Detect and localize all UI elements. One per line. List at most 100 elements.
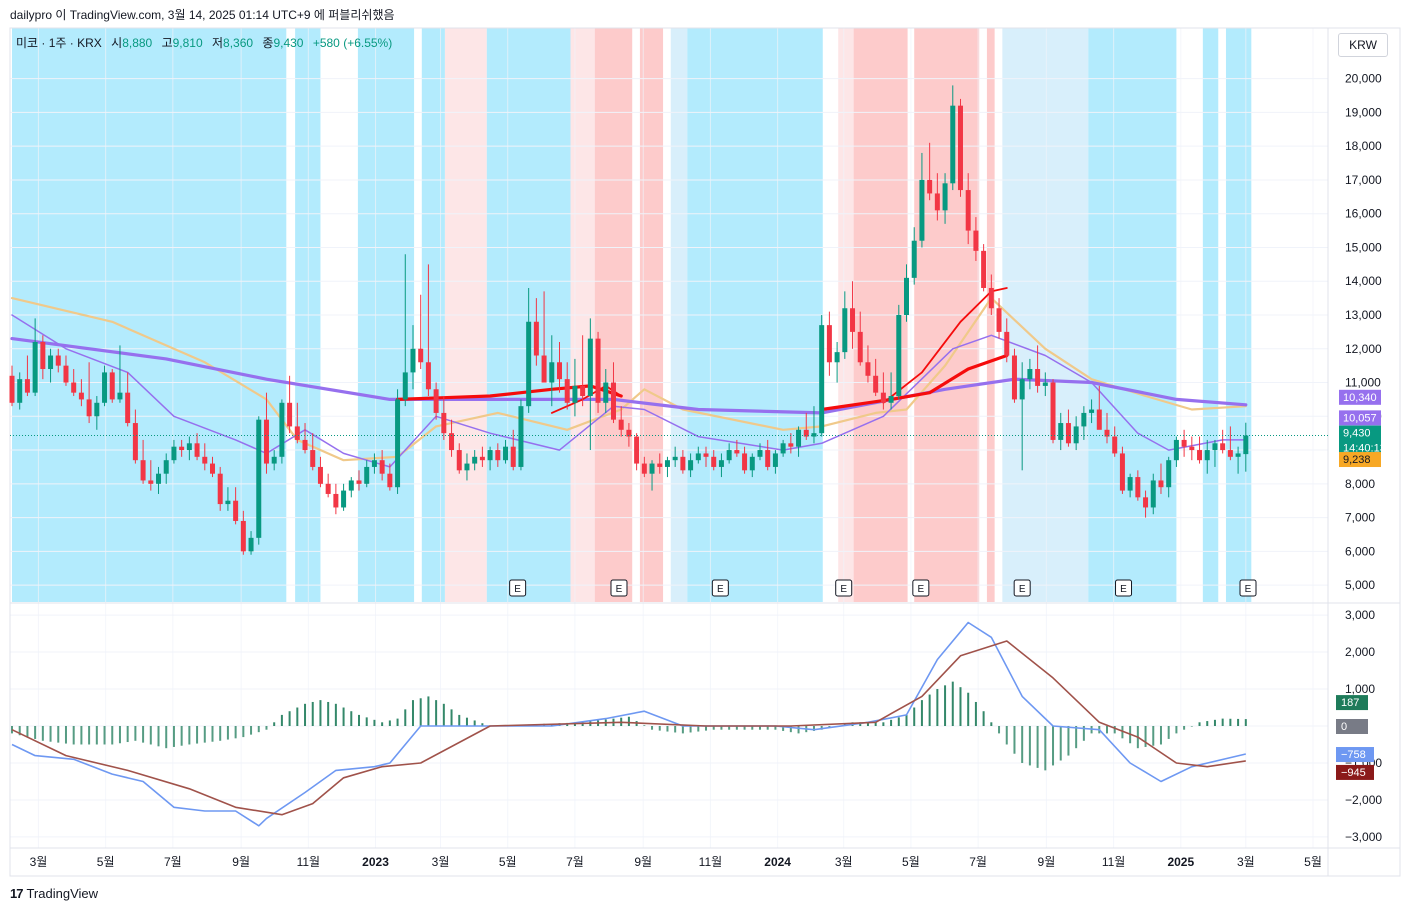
price-badge-bg xyxy=(1339,425,1381,456)
time-tick-label: 3월 xyxy=(835,855,853,869)
candle xyxy=(1019,362,1025,471)
price-badge-value: 10,057 xyxy=(1343,412,1377,424)
candle xyxy=(456,443,462,474)
candle xyxy=(850,281,856,349)
candle xyxy=(973,217,979,261)
currency-button[interactable]: KRW xyxy=(1338,33,1388,57)
candle-body xyxy=(1112,436,1118,454)
candle xyxy=(919,152,925,248)
candle-body xyxy=(55,355,61,366)
macd-histogram-bar xyxy=(720,726,723,730)
macd-histogram-bar xyxy=(874,722,877,726)
macd-histogram-bar xyxy=(419,698,422,726)
candle xyxy=(1119,446,1125,494)
candle-body xyxy=(148,480,154,484)
candle xyxy=(356,470,362,491)
candle-body xyxy=(479,456,485,461)
candle xyxy=(904,264,910,322)
time-tick-label: 5월 xyxy=(97,855,115,869)
macd-histogram-bar xyxy=(974,701,977,726)
earnings-marker: E xyxy=(610,579,628,597)
candle-body xyxy=(742,453,748,471)
candle-body xyxy=(1212,443,1218,451)
candle-body xyxy=(449,433,455,451)
publish-header: dailypro 이 TradingView.com, 3월 14, 2025 … xyxy=(10,8,395,22)
candle xyxy=(317,456,323,488)
candle xyxy=(179,439,185,457)
macd-histogram-bar xyxy=(458,714,461,726)
macd-histogram-bar xyxy=(1167,726,1170,739)
candle xyxy=(826,311,832,376)
candle-body xyxy=(1065,423,1071,444)
candle xyxy=(479,446,485,467)
candle xyxy=(1166,456,1172,498)
candle xyxy=(657,453,663,474)
time-tick-label: 11월 xyxy=(699,855,723,869)
macd-histogram-bar xyxy=(388,720,391,726)
candle xyxy=(688,453,694,478)
candle-body xyxy=(32,342,38,393)
candle xyxy=(171,439,177,464)
earnings-marker: E xyxy=(1115,579,1133,597)
macd-histogram-bar xyxy=(450,709,453,726)
candle-body xyxy=(317,466,323,484)
candle-body xyxy=(379,460,385,474)
candle-body xyxy=(911,240,917,278)
candle-body xyxy=(248,537,254,552)
macd-badge: −945 xyxy=(1336,764,1374,780)
macd-histogram-bar xyxy=(257,726,260,733)
candle-body xyxy=(325,483,331,494)
candle xyxy=(140,439,146,484)
candle-body xyxy=(1073,426,1079,444)
candle xyxy=(549,335,555,407)
candle-body xyxy=(896,315,902,397)
candle-body xyxy=(40,342,46,370)
macd-histogram-bar xyxy=(142,726,145,743)
candle-body xyxy=(17,379,23,403)
candle-body xyxy=(1027,369,1033,380)
candle-body xyxy=(209,463,215,474)
candle xyxy=(873,358,879,397)
candle-body xyxy=(657,463,663,467)
candle-body xyxy=(587,338,593,397)
candle-body xyxy=(271,456,277,464)
candle xyxy=(194,433,200,461)
candle xyxy=(1050,379,1056,444)
macd-histogram-bar xyxy=(897,717,900,726)
macd-tick-label: 1,000 xyxy=(1345,682,1375,696)
candle xyxy=(209,456,215,478)
candle-body xyxy=(1158,480,1164,488)
candle xyxy=(780,439,786,457)
candle xyxy=(371,453,377,474)
candle xyxy=(757,443,763,461)
candle-body xyxy=(263,419,269,464)
candle xyxy=(981,244,987,292)
candle-body xyxy=(1089,409,1095,413)
candle-body xyxy=(24,379,30,393)
macd-histogram-bar xyxy=(296,707,299,726)
candle-body xyxy=(526,321,532,407)
candle-body xyxy=(202,456,208,464)
macd-histogram-bar xyxy=(242,726,245,738)
macd-histogram-bar xyxy=(172,726,175,747)
candle xyxy=(842,291,848,359)
candle-body xyxy=(63,365,69,383)
candle-body xyxy=(102,372,108,403)
time-tick-label: 9월 xyxy=(1038,855,1056,869)
macd-histogram-bar xyxy=(250,726,253,735)
candle xyxy=(348,477,354,498)
candle xyxy=(333,483,339,515)
candle-body xyxy=(140,460,146,481)
macd-histogram-bar xyxy=(481,723,484,726)
macd-histogram-bar xyxy=(758,726,761,730)
candle xyxy=(603,369,609,413)
macd-histogram-bar xyxy=(697,726,700,732)
candle-body xyxy=(472,456,478,464)
candle xyxy=(271,450,277,471)
candle xyxy=(896,304,902,400)
price-tick-label: 16,000 xyxy=(1345,207,1382,221)
candle-body xyxy=(464,463,470,471)
candle-body xyxy=(680,456,686,471)
candle xyxy=(163,453,169,484)
